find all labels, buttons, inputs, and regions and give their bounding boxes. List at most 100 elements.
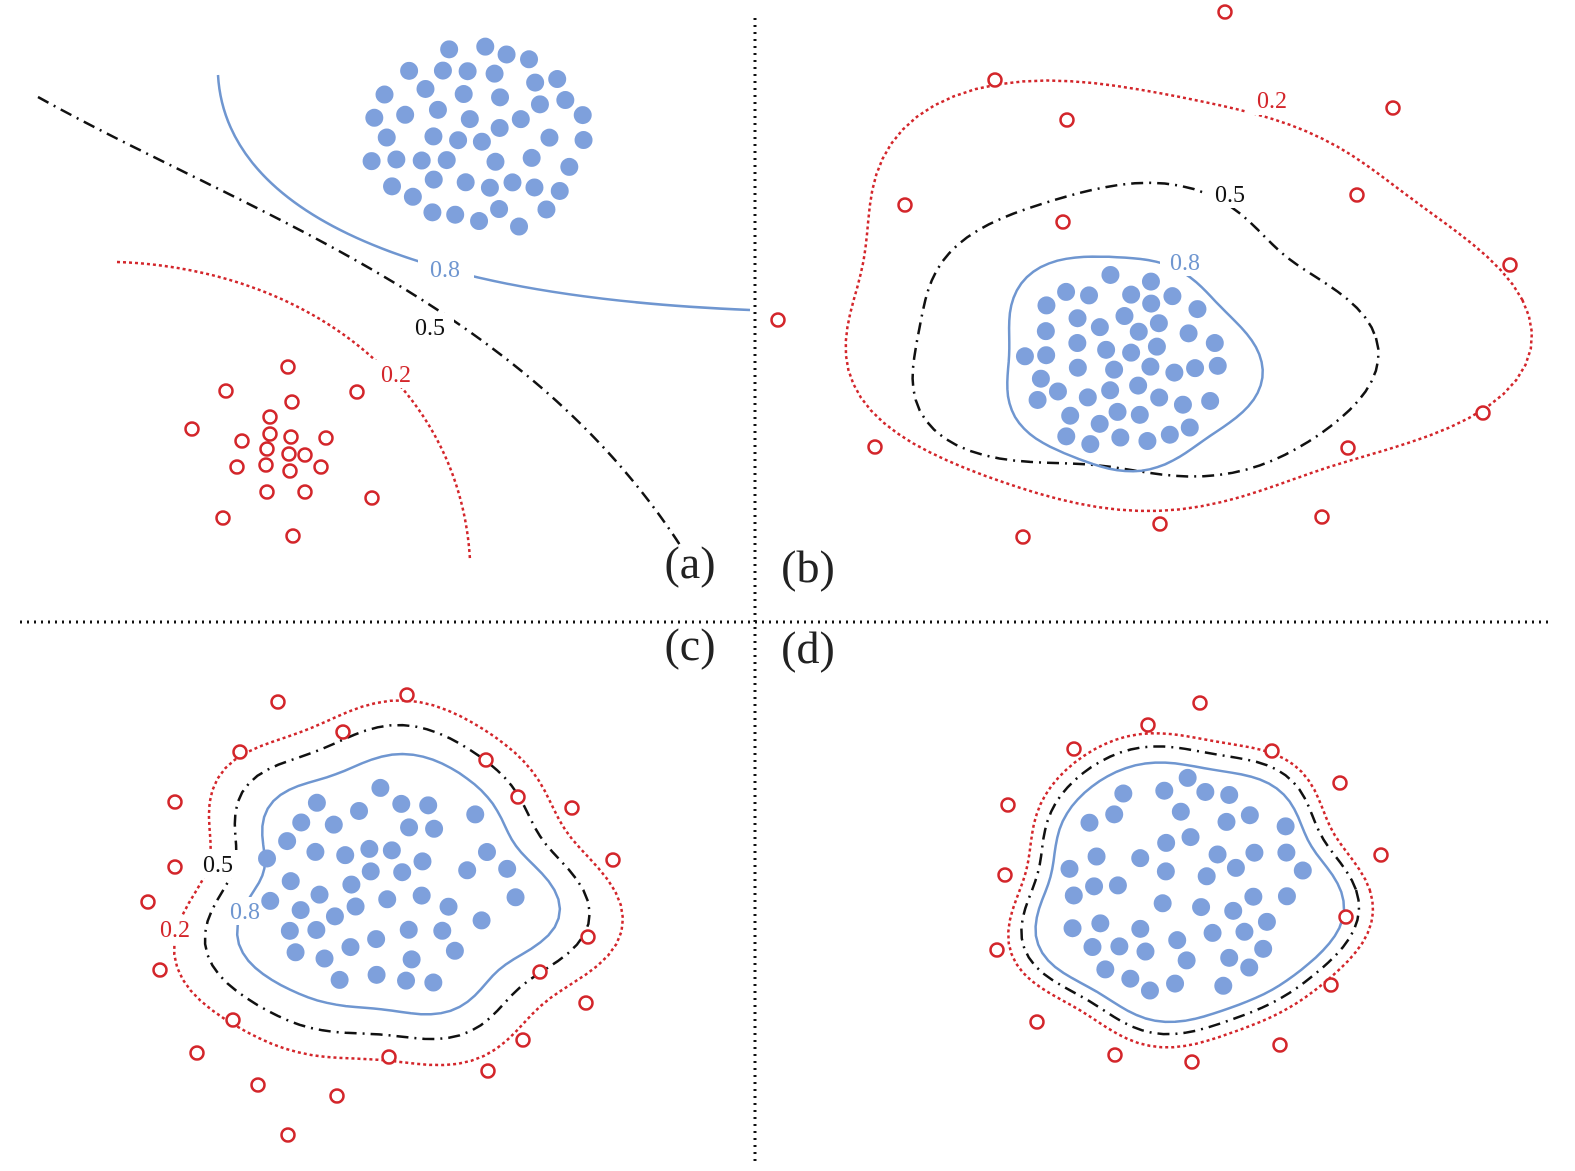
positive-point bbox=[292, 813, 311, 832]
positive-point bbox=[261, 891, 280, 910]
positive-point bbox=[1105, 805, 1124, 824]
positive-point bbox=[1063, 919, 1082, 938]
contour-label: 0.8 bbox=[1170, 250, 1200, 276]
positive-point bbox=[1081, 435, 1100, 454]
positive-point bbox=[382, 841, 401, 860]
negative-point bbox=[997, 867, 1013, 883]
negative-point bbox=[284, 394, 300, 410]
positive-point bbox=[472, 132, 491, 151]
negative-point bbox=[564, 800, 580, 816]
positive-point bbox=[1057, 427, 1076, 446]
label-bg bbox=[418, 255, 474, 283]
positive-point bbox=[400, 818, 419, 837]
positive-point bbox=[1208, 356, 1227, 375]
positive-point bbox=[1201, 391, 1220, 410]
positive-point bbox=[393, 863, 412, 882]
positive-point bbox=[1101, 381, 1120, 400]
positive-point bbox=[1068, 309, 1087, 328]
negative-point bbox=[285, 528, 301, 544]
positive-point bbox=[1293, 861, 1312, 880]
positive-point bbox=[412, 151, 431, 170]
positive-point bbox=[530, 95, 549, 114]
negative-point bbox=[232, 744, 248, 760]
label-bg bbox=[1205, 180, 1255, 208]
positive-point bbox=[537, 200, 556, 219]
negative-point bbox=[270, 694, 286, 710]
positive-point bbox=[456, 173, 475, 192]
positive-point bbox=[446, 205, 465, 224]
positive-point bbox=[510, 217, 529, 236]
negative-point bbox=[167, 794, 183, 810]
negative-point bbox=[399, 687, 415, 703]
positive-point bbox=[1028, 390, 1047, 409]
positive-point bbox=[1141, 357, 1160, 376]
positive-point bbox=[1173, 395, 1192, 414]
positive-point bbox=[399, 920, 418, 939]
positive-point bbox=[350, 801, 369, 820]
contour-0.8 bbox=[1034, 761, 1346, 1024]
panel-label: (b) bbox=[781, 541, 835, 592]
positive-point bbox=[1163, 287, 1182, 306]
positive-point bbox=[336, 846, 355, 865]
negative-point bbox=[532, 964, 548, 980]
negative-point bbox=[1332, 775, 1348, 791]
positive-point bbox=[1180, 418, 1199, 437]
positive-point bbox=[1240, 806, 1259, 825]
positive-point bbox=[1068, 334, 1087, 353]
negative-point bbox=[510, 789, 526, 805]
positive-point bbox=[1142, 294, 1161, 313]
negative-point bbox=[605, 852, 621, 868]
negative-point bbox=[1059, 112, 1075, 128]
positive-point bbox=[371, 778, 390, 797]
contour-0.5 bbox=[37, 95, 682, 546]
positive-point bbox=[503, 173, 522, 192]
negative-point bbox=[1000, 797, 1016, 813]
positive-point bbox=[416, 79, 435, 98]
negative-point bbox=[1184, 1054, 1200, 1070]
negative-point bbox=[364, 490, 380, 506]
positive-point bbox=[449, 131, 468, 150]
positive-point bbox=[458, 62, 477, 81]
negative-point bbox=[381, 1049, 397, 1065]
positive-point bbox=[1140, 981, 1159, 1000]
negative-point bbox=[1338, 909, 1354, 925]
positive-point bbox=[1224, 901, 1243, 920]
positive-point bbox=[341, 938, 360, 957]
negative-point bbox=[1055, 214, 1071, 230]
positive-point bbox=[1165, 363, 1184, 382]
positive-point bbox=[280, 921, 299, 940]
negative-point bbox=[152, 962, 168, 978]
positive-point bbox=[402, 950, 421, 969]
positive-point bbox=[424, 127, 443, 146]
positive-point bbox=[1277, 887, 1296, 906]
contour-0.2 bbox=[844, 79, 1534, 513]
positive-point bbox=[367, 965, 386, 984]
positive-point bbox=[556, 91, 575, 110]
contour-0.2 bbox=[116, 260, 472, 561]
positive-point bbox=[1105, 360, 1124, 379]
contour-label: 0.5 bbox=[1215, 182, 1245, 208]
positive-point bbox=[470, 212, 489, 231]
positive-point bbox=[1149, 314, 1168, 333]
positive-point bbox=[1203, 923, 1222, 942]
positive-point bbox=[1131, 919, 1150, 938]
negative-point bbox=[1140, 717, 1156, 733]
positive-point bbox=[1129, 322, 1148, 341]
positive-point bbox=[1136, 942, 1155, 961]
negative-point bbox=[867, 439, 883, 455]
negative-point bbox=[218, 383, 234, 399]
negative-point bbox=[1340, 440, 1356, 456]
positive-point bbox=[342, 875, 361, 894]
negative-point bbox=[234, 433, 250, 449]
positive-point bbox=[1235, 922, 1254, 941]
positive-point bbox=[412, 886, 431, 905]
positive-point bbox=[400, 61, 419, 80]
negative-point bbox=[1264, 743, 1280, 759]
contour-0.5 bbox=[1020, 745, 1361, 1036]
positive-point bbox=[506, 888, 525, 907]
positive-point bbox=[1179, 324, 1198, 343]
negative-point bbox=[987, 72, 1003, 88]
positive-point bbox=[1110, 937, 1129, 956]
contour-label: 0.2 bbox=[160, 917, 190, 943]
positive-point bbox=[1276, 817, 1295, 836]
